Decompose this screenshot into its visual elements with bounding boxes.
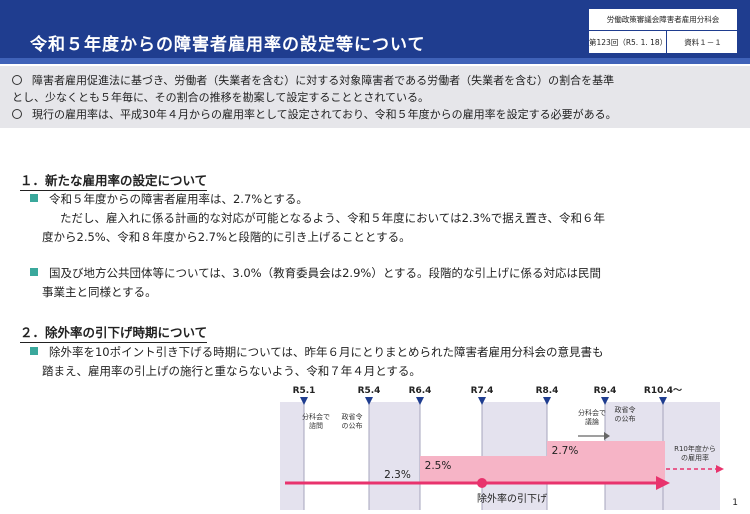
title-bar: 令和５年度からの障害者雇用率の設定等について 労働政策審議会障害者雇用分科会 第… xyxy=(0,0,750,64)
note-future-rate: R10年度からの雇用率 xyxy=(674,444,716,462)
rate-label-3: 2.7% xyxy=(552,445,579,457)
teal-bullet-icon xyxy=(30,194,38,202)
circle-bullet-icon xyxy=(12,75,22,85)
section-1-paragraph-1: 令和５年度からの障害者雇用率は、2.7%とする。 ただし、雇入れに係る計画的な対… xyxy=(30,190,605,247)
title-bar-stripe xyxy=(0,58,750,64)
meeting-org: 労働政策審議会障害者雇用分科会 xyxy=(589,9,737,31)
section-1-line-4: 国及び地方公共団体等については、3.0%（教育委員会は2.9%）とする。段階的な… xyxy=(30,264,601,283)
arrow-right-icon xyxy=(604,432,610,440)
rate-label-2: 2.5% xyxy=(425,460,452,472)
rate-step-3 xyxy=(547,441,665,483)
section-2-line-2: 踏まえ、雇用率の引上げの施行と重ならないよう、令和７年４月とする。 xyxy=(42,364,421,378)
summary-box: 障害者雇用促進法に基づき、労働者（失業者を含む）に対する対象障害者である労働者（… xyxy=(0,66,750,128)
timeline-date-label: R6.4 xyxy=(409,386,432,396)
arrow-right-icon xyxy=(656,476,670,490)
timeline-column-1 xyxy=(304,402,369,510)
triangle-down-icon xyxy=(416,397,424,405)
section-1-title: １．新たな雇用率の設定について xyxy=(20,170,208,191)
summary-text-2: 現行の雇用率は、平成30年４月からの雇用率として設定されており、令和５年度からの… xyxy=(32,108,617,121)
section-2-title: ２．除外率の引下げ時期について xyxy=(20,322,208,343)
exclusion-date-marker xyxy=(477,478,487,488)
section-2-line-1: 除外率を10ポイント引き下げる時期については、昨年６月にとりまとめられた障害者雇… xyxy=(30,343,604,362)
triangle-down-icon xyxy=(659,397,667,405)
note-ordinance-promulgation-2: 政省令の公布 xyxy=(615,405,636,423)
triangle-down-icon xyxy=(300,397,308,405)
triangle-down-icon xyxy=(478,397,486,405)
circle-bullet-icon xyxy=(12,109,22,119)
timeline-date-label: R9.4 xyxy=(594,386,617,396)
section-1-line-1: 令和５年度からの障害者雇用率は、2.7%とする。 xyxy=(30,190,605,209)
summary-text-1a: 障害者雇用促進法に基づき、労働者（失業者を含む）に対する対象障害者である労働者（… xyxy=(32,74,615,87)
rate-label-1: 2.3% xyxy=(384,469,411,481)
timeline-date-label: R7.4 xyxy=(471,386,494,396)
exclusion-rate-label: 除外率の引下げ xyxy=(477,492,547,505)
section-1-line-3: 度から2.5%、令和８年度から2.7%と段階的に引き上げることとする。 xyxy=(42,230,411,244)
note-council-consultation: 分科会で諮問 xyxy=(302,412,330,430)
summary-text-1b: とし、少なくとも５年毎に、その割合の推移を勘案して設定することとされている。 xyxy=(12,91,430,104)
arrow-right-icon xyxy=(716,465,724,473)
page-number: 1 xyxy=(732,498,738,508)
meeting-session: 第123回（R5. 1. 18） xyxy=(589,31,667,55)
summary-item-2: 現行の雇用率は、平成30年４月からの雇用率として設定されており、令和５年度からの… xyxy=(12,106,617,123)
meeting-info-box: 労働政策審議会障害者雇用分科会 第123回（R5. 1. 18） 資料１－１ xyxy=(588,8,738,55)
section-2-paragraph-1: 除外率を10ポイント引き下げる時期については、昨年６月にとりまとめられた障害者雇… xyxy=(30,343,604,381)
triangle-down-icon xyxy=(601,397,609,405)
document-reference: 資料１－１ xyxy=(684,38,722,47)
section-1-line-2: ただし、雇入れに係る計画的な対応が可能となるよう、令和５年度においては2.3%で… xyxy=(60,211,605,225)
note-ordinance-promulgation-1: 政省令の公布 xyxy=(342,412,363,430)
timeline-date-label: R5.1 xyxy=(293,386,316,396)
page-title: 令和５年度からの障害者雇用率の設定等について xyxy=(30,35,426,55)
timeline-date-label: R8.4 xyxy=(536,386,559,396)
section-1-line-5: 事業主と同様とする。 xyxy=(42,285,157,299)
summary-item-1: 障害者雇用促進法に基づき、労働者（失業者を含む）に対する対象障害者である労働者（… xyxy=(12,72,614,89)
triangle-down-icon xyxy=(543,397,551,405)
section-1-paragraph-2: 国及び地方公共団体等については、3.0%（教育委員会は2.9%）とする。段階的な… xyxy=(30,264,601,302)
triangle-down-icon xyxy=(365,397,373,405)
teal-bullet-icon xyxy=(30,347,38,355)
teal-bullet-icon xyxy=(30,268,38,276)
timeline-date-label: R5.4 xyxy=(358,386,381,396)
note-council-discussion: 分科会で議論 xyxy=(578,408,606,426)
timeline-date-label: R10.4～ xyxy=(644,386,682,396)
